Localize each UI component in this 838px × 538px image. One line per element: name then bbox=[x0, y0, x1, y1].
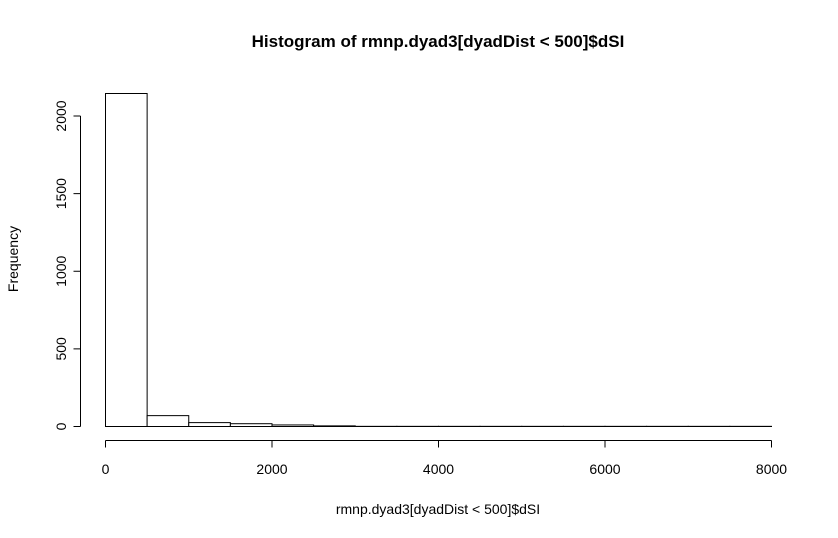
x-tick-label: 0 bbox=[102, 461, 110, 477]
chart-title: Histogram of rmnp.dyad3[dyadDist < 500]$… bbox=[252, 32, 625, 51]
y-axis-label: Frequency bbox=[5, 226, 21, 292]
x-axis-label: rmnp.dyad3[dyadDist < 500]$dSI bbox=[336, 501, 540, 517]
x-axis: 0 2000 4000 6000 8000 bbox=[102, 440, 787, 477]
x-tick-label: 2000 bbox=[256, 461, 287, 477]
histogram-bar bbox=[105, 93, 148, 427]
y-tick-label: 2000 bbox=[53, 100, 69, 131]
bars-group bbox=[105, 93, 772, 428]
y-tick-label: 1000 bbox=[53, 255, 69, 286]
histogram-bar bbox=[146, 415, 190, 428]
histogram-bar bbox=[271, 424, 315, 427]
y-tick-label: 500 bbox=[53, 337, 69, 361]
x-tick-label: 8000 bbox=[756, 461, 787, 477]
y-tick-label: 0 bbox=[53, 422, 69, 430]
x-tick-label: 4000 bbox=[423, 461, 454, 477]
y-axis: 0 500 1000 1500 2000 bbox=[53, 100, 81, 430]
histogram-bar bbox=[229, 423, 273, 428]
histogram-bar bbox=[313, 425, 356, 428]
x-tick-label: 6000 bbox=[589, 461, 620, 477]
y-tick-label: 1500 bbox=[53, 178, 69, 209]
histogram-bar bbox=[188, 422, 231, 427]
